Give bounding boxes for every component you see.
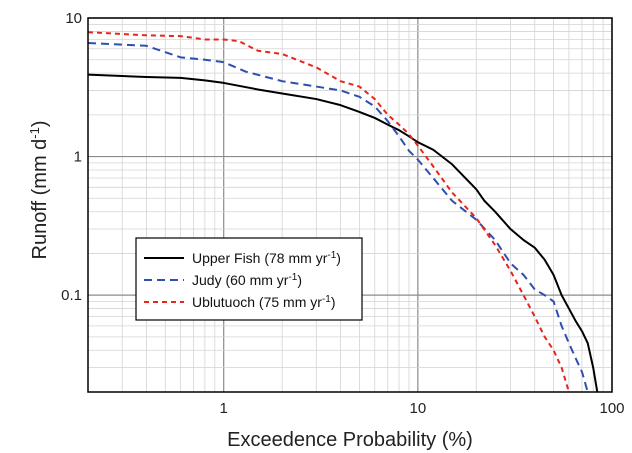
x-tick-labels: 1 10 100 bbox=[220, 400, 625, 417]
series-line-ublutuoch bbox=[87, 31, 570, 393]
y-axis-title-end: ) bbox=[29, 120, 51, 127]
y-tick-labels: 0.1 1 10 bbox=[61, 10, 82, 304]
legend-ublutuoch-sup: -1 bbox=[322, 294, 331, 305]
y-tick-label: 10 bbox=[65, 10, 82, 27]
legend-upper-fish-main: Upper Fish (78 mm yr bbox=[192, 250, 328, 266]
legend-upper-fish-sup: -1 bbox=[327, 250, 336, 261]
series-layer bbox=[87, 31, 599, 393]
x-tick-label: 1 bbox=[220, 400, 228, 417]
legend-ublutuoch-main: Ublutuoch (75 mm yr bbox=[192, 294, 322, 310]
legend: Upper Fish (78 mm yr-1) Judy (60 mm yr-1… bbox=[135, 237, 363, 321]
y-axis-title-sup: -1 bbox=[27, 127, 42, 139]
plot-frame bbox=[87, 17, 613, 393]
y-axis-title-main: Runoff (mm d bbox=[29, 139, 51, 260]
y-axis-title: Runoff (mm d-1) bbox=[27, 120, 52, 259]
legend-upper-fish-end: ) bbox=[336, 250, 341, 266]
legend-judy-end: ) bbox=[297, 272, 302, 288]
legend-label-judy: Judy (60 mm yr-1) bbox=[192, 272, 302, 289]
legend-label-ublutuoch: Ublutuoch (75 mm yr-1) bbox=[192, 294, 336, 311]
y-tick-label: 1 bbox=[74, 149, 82, 166]
grid bbox=[87, 17, 613, 393]
y-tick-label: 0.1 bbox=[61, 287, 82, 304]
x-axis-title: Exceedence Probability (%) bbox=[227, 429, 473, 451]
legend-ublutuoch-end: ) bbox=[331, 294, 336, 310]
series-line-upper-fish bbox=[87, 73, 599, 393]
x-tick-label: 100 bbox=[599, 400, 624, 417]
legend-judy-main: Judy (60 mm yr bbox=[192, 272, 289, 288]
legend-label-upper-fish: Upper Fish (78 mm yr-1) bbox=[192, 250, 341, 267]
series-line-judy bbox=[87, 42, 589, 393]
legend-judy-sup: -1 bbox=[288, 272, 297, 283]
x-tick-label: 10 bbox=[410, 400, 427, 417]
